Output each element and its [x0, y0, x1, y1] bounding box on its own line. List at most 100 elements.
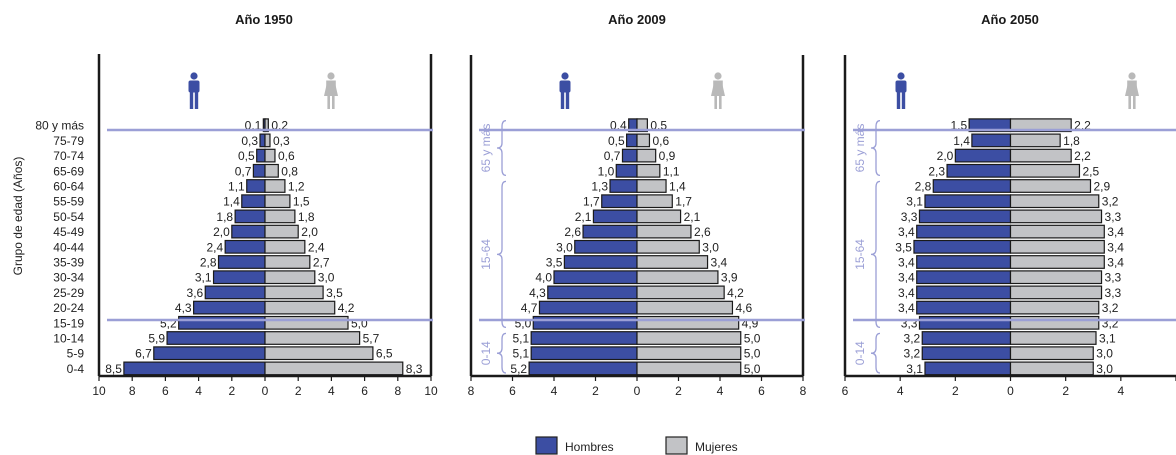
bar-men-75-79 — [259, 133, 266, 148]
bar-women-60-64 — [264, 179, 286, 193]
x-tick-label: 2 — [952, 384, 959, 398]
age-group-label: 70-74 — [53, 149, 84, 163]
bar-men-70-74 — [954, 148, 1012, 163]
value-label-women-5-9: 3,0 — [1096, 347, 1113, 361]
bracket-label: 15-64 — [479, 239, 493, 270]
age-group-label: 5-9 — [67, 347, 85, 361]
bar-women-55-59 — [264, 194, 291, 209]
x-tick-label: 0 — [634, 384, 641, 398]
value-label-men-50-54: 3,3 — [901, 210, 918, 224]
bar-men-65-69 — [252, 163, 266, 178]
bar-men-75-79 — [626, 133, 638, 148]
bar-men-0-4 — [924, 361, 1012, 376]
value-label-men-75-79: 1,4 — [953, 134, 970, 148]
bar-women-75-79 — [1009, 133, 1061, 148]
value-label-men-15-19: 5,0 — [515, 316, 532, 330]
bar-men-5-9 — [921, 346, 1012, 361]
value-label-women-35-39: 3,4 — [1107, 256, 1124, 270]
bracket-65-y-más: 65 y más — [853, 119, 881, 177]
bar-women-75-79 — [264, 133, 271, 148]
bar-men-60-64 — [609, 179, 638, 193]
man-icon — [895, 72, 907, 109]
x-tick-label: 10 — [92, 384, 106, 398]
value-label-women-75-79: 1,8 — [1063, 134, 1080, 148]
bar-men-30-34 — [553, 270, 638, 285]
bar-men-10-14 — [921, 331, 1012, 345]
bar-women-40-44 — [264, 239, 306, 254]
bar-women-50-54 — [1009, 209, 1103, 224]
x-tick-label: 4 — [328, 384, 335, 398]
bar-women-0-4 — [1009, 361, 1094, 376]
value-label-women-65-69: 2,5 — [1082, 164, 1099, 178]
value-label-women-50-54: 2,1 — [684, 210, 701, 224]
value-label-women-70-74: 2,2 — [1074, 149, 1091, 163]
bar-men-40-44 — [913, 239, 1012, 254]
age-group-label: 40-44 — [53, 240, 84, 254]
bar-women-20-24 — [636, 300, 734, 315]
age-group-label: 75-79 — [53, 134, 84, 148]
value-label-men-25-29: 3,6 — [187, 286, 204, 300]
y-axis-title: Grupo de edad (Años) — [11, 157, 25, 276]
bar-women-75-79 — [636, 133, 651, 148]
bar-men-35-39 — [916, 255, 1012, 269]
bracket-label: 15-64 — [853, 239, 867, 270]
bar-women-45-49 — [636, 224, 692, 239]
value-label-men-45-49: 3,4 — [898, 225, 915, 239]
value-label-women-65-69: 1,1 — [663, 164, 680, 178]
value-label-women-15-19: 3,2 — [1102, 316, 1119, 330]
chart-title: Año 2050 — [981, 12, 1039, 27]
bar-men-20-24 — [193, 300, 266, 315]
bar-men-25-29 — [204, 285, 266, 300]
value-label-women-75-79: 0,3 — [273, 134, 290, 148]
value-label-women-60-64: 2,9 — [1093, 180, 1110, 194]
bar-men-20-24 — [538, 300, 638, 315]
age-group-label: 30-34 — [53, 271, 84, 285]
bar-men-5-9 — [153, 346, 266, 361]
value-label-women-45-49: 2,6 — [694, 225, 711, 239]
bar-men-15-19 — [918, 315, 1012, 330]
legend-women-swatch — [665, 436, 688, 455]
bar-men-40-44 — [574, 239, 638, 254]
value-label-women-30-34: 3,9 — [721, 271, 738, 285]
x-tick-label: 2 — [1062, 384, 1069, 398]
legend-men-swatch — [535, 436, 558, 455]
bar-men-65-69 — [946, 163, 1012, 178]
value-label-women-5-9: 5,0 — [744, 347, 761, 361]
value-label-women-75-79: 0,6 — [652, 134, 669, 148]
bar-women-15-19 — [636, 315, 740, 330]
age-group-label: 65-69 — [53, 164, 84, 178]
value-label-women-60-64: 1,2 — [288, 180, 305, 194]
value-label-men-0-4: 8,5 — [105, 362, 122, 376]
bar-women-60-64 — [1009, 179, 1092, 193]
bar-men-50-54 — [234, 209, 266, 224]
x-tick-label: 6 — [842, 384, 849, 398]
value-label-women-0-4: 8,3 — [406, 362, 423, 376]
bar-women-0-4 — [636, 361, 742, 376]
bar-women-20-24 — [264, 300, 336, 315]
bracket-label: 0-14 — [479, 341, 493, 365]
value-label-women-10-14: 5,7 — [363, 332, 380, 346]
bar-men-70-74 — [621, 148, 638, 163]
bar-women-15-19 — [264, 315, 349, 330]
bar-men-15-19 — [178, 315, 266, 330]
value-label-women-25-29: 3,3 — [1105, 286, 1122, 300]
woman-icon — [1125, 72, 1139, 109]
value-label-men-60-64: 2,8 — [915, 180, 932, 194]
value-label-women-20-24: 3,2 — [1102, 301, 1119, 315]
value-label-men-20-24: 3,4 — [898, 301, 915, 315]
bar-women-40-44 — [636, 239, 700, 254]
x-tick-label: 6 — [162, 384, 169, 398]
bar-men-55-59 — [601, 194, 638, 209]
bar-men-10-14 — [166, 331, 266, 345]
x-tick-label: 0 — [1007, 384, 1014, 398]
bar-men-50-54 — [592, 209, 638, 224]
value-label-men-15-19: 3,3 — [901, 316, 918, 330]
x-tick-label: 6 — [509, 384, 516, 398]
value-label-men-75-79: 0,5 — [608, 134, 625, 148]
x-tick-label: 2 — [228, 384, 235, 398]
bar-women-65-69 — [636, 163, 661, 178]
value-label-men-50-54: 1,8 — [216, 210, 233, 224]
bar-women-35-39 — [636, 255, 709, 269]
chart-title: Año 1950 — [235, 12, 293, 27]
bar-men-55-59 — [241, 194, 266, 209]
